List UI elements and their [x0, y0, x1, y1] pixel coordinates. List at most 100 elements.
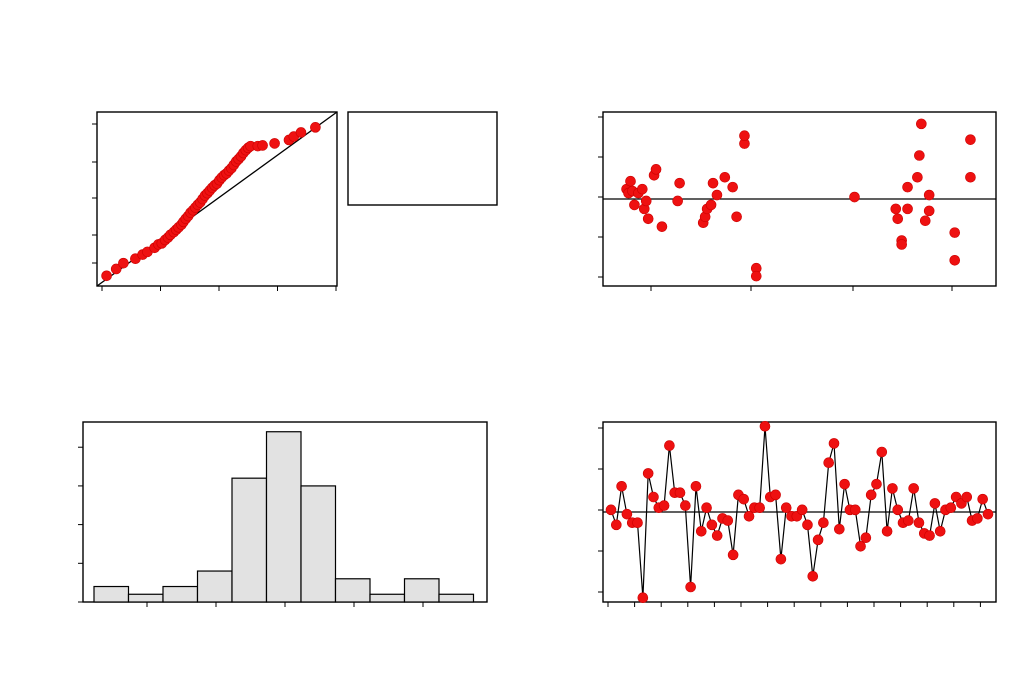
order-point: [664, 440, 675, 451]
fits-point: [923, 189, 935, 201]
fits-point: [625, 175, 636, 187]
order-point: [621, 508, 633, 520]
order-point: [828, 438, 840, 449]
order-point: [812, 534, 824, 546]
fits-point: [629, 199, 640, 211]
order-point: [972, 513, 983, 524]
order-point: [807, 570, 819, 582]
order-point: [887, 483, 898, 494]
fits-point: [902, 181, 913, 193]
order-point: [961, 491, 973, 503]
order-point: [876, 446, 888, 458]
fits-point: [640, 195, 652, 207]
order-point: [632, 517, 643, 529]
histogram: [78, 421, 488, 607]
order-point: [775, 553, 787, 565]
normal-point: [257, 140, 268, 151]
order-plot-points: [605, 420, 994, 604]
histogram-ticks: [78, 446, 424, 607]
order-point: [796, 504, 808, 516]
histogram-bar: [93, 585, 130, 603]
normal-point: [310, 122, 321, 133]
order-point: [722, 515, 734, 526]
order-point: [680, 500, 691, 511]
order-point: [865, 489, 877, 501]
residuals-versus-order: [598, 420, 997, 607]
fits-plot-points: [621, 118, 976, 282]
order-point: [892, 504, 904, 516]
order-point: [754, 502, 765, 514]
histogram-bar: [196, 570, 233, 603]
normal-point: [110, 263, 122, 275]
order-point: [605, 504, 617, 516]
fits-point: [949, 254, 961, 266]
order-point: [658, 500, 670, 511]
fits-point: [896, 239, 907, 250]
fits-point: [892, 213, 904, 225]
fits-point: [719, 171, 731, 183]
fits-point: [707, 177, 719, 189]
fits-point: [949, 227, 961, 238]
order-point: [727, 549, 739, 561]
order-point: [871, 478, 882, 490]
order-point: [934, 525, 946, 537]
order-point: [711, 530, 723, 541]
order-point: [674, 487, 686, 499]
order-point: [823, 457, 835, 469]
order-point: [759, 420, 771, 432]
legend-box: [347, 111, 498, 206]
fits-point: [923, 205, 935, 217]
histogram-bar: [231, 477, 268, 603]
fits-point: [919, 215, 931, 227]
order-point: [701, 502, 712, 514]
normal-point: [269, 138, 280, 149]
order-point: [849, 504, 861, 516]
normal-point: [295, 127, 307, 138]
fits-point: [916, 118, 927, 130]
order-point: [616, 480, 627, 492]
order-point: [929, 498, 941, 509]
order-point: [695, 525, 707, 537]
order-point: [637, 592, 649, 604]
fits-point: [750, 270, 762, 282]
fits-point: [711, 189, 723, 201]
fits-point: [912, 171, 923, 183]
order-point: [770, 489, 781, 501]
fits-point: [731, 211, 742, 223]
fits-point: [650, 164, 662, 175]
fits-point: [674, 177, 685, 189]
fits-point: [705, 199, 717, 211]
fits-point: [739, 130, 750, 142]
order-point: [881, 525, 893, 537]
normal-probability-plot: [92, 111, 338, 291]
fits-plot-ticks: [598, 116, 953, 291]
fits-point: [656, 221, 668, 232]
histogram-bar: [438, 593, 475, 603]
order-point: [818, 517, 829, 529]
normal-plot-points: [101, 122, 321, 282]
fits-point: [672, 195, 683, 207]
fits-point: [849, 191, 860, 203]
order-point: [982, 508, 994, 520]
order-point: [834, 523, 845, 535]
order-plot-ticks: [598, 427, 981, 607]
order-point: [642, 468, 654, 479]
histogram-bar: [369, 593, 406, 603]
order-point: [780, 502, 792, 514]
order-point: [743, 510, 755, 522]
fits-point: [727, 181, 738, 193]
order-point: [648, 491, 659, 503]
order-point: [945, 502, 957, 514]
order-point: [977, 493, 988, 505]
fits-point: [902, 203, 913, 215]
normal-point: [118, 257, 129, 269]
histogram-bar: [162, 585, 199, 603]
order-point: [855, 540, 866, 552]
normal-plot-frame: [96, 111, 338, 287]
order-point: [685, 581, 696, 593]
residuals-versus-fits: [598, 111, 997, 291]
order-point: [738, 493, 750, 505]
order-point: [706, 519, 718, 531]
fits-point: [636, 183, 648, 195]
